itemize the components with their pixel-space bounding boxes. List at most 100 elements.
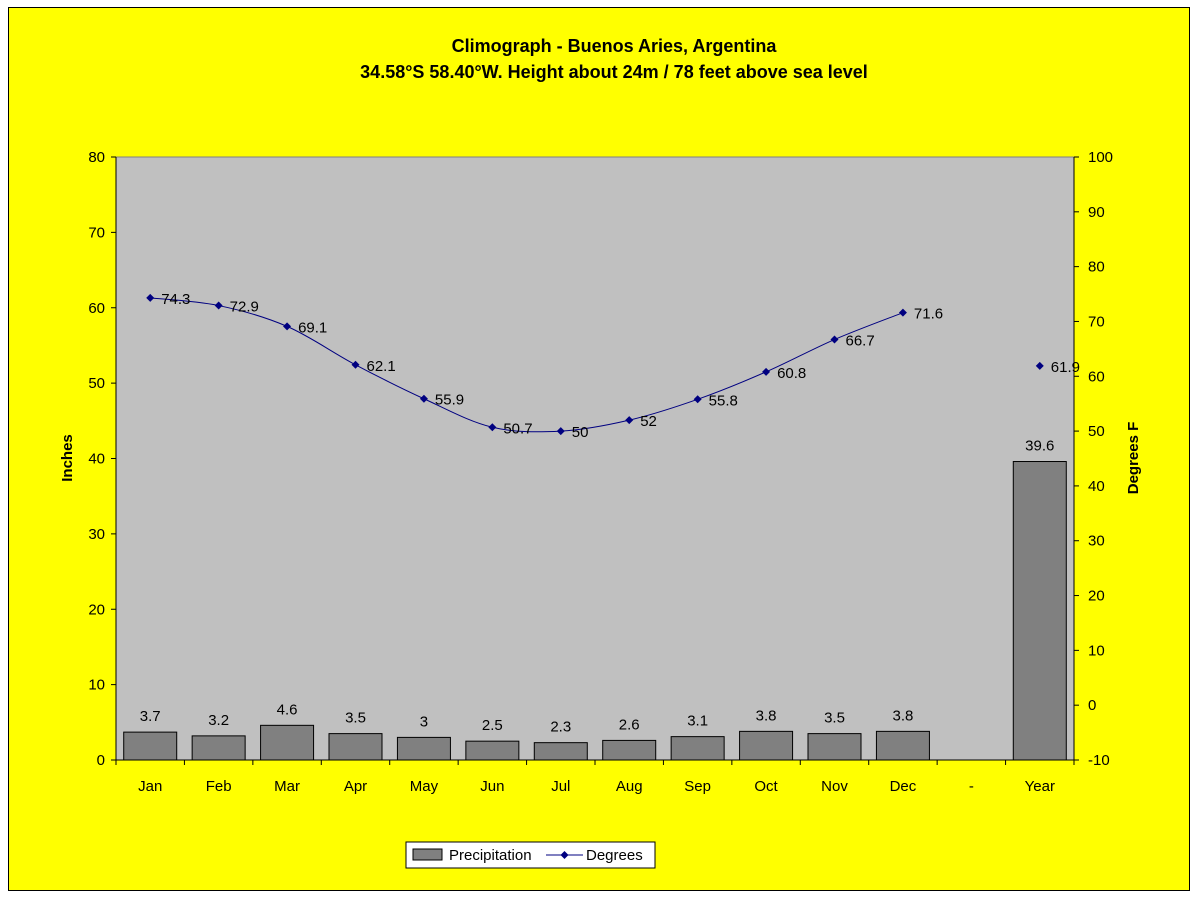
chart-title: Climograph - Buenos Aries, Argentina <box>452 36 778 56</box>
y-tick-label: 0 <box>97 752 105 769</box>
y2-tick-label: 50 <box>1088 423 1105 440</box>
x-tick-label: Jul <box>551 778 570 795</box>
precipitation-bar <box>1012 461 1067 761</box>
y2-tick-label: -10 <box>1088 752 1110 769</box>
precipitation-bar <box>670 736 725 761</box>
precipitation-data-label: 3.2 <box>208 712 229 729</box>
chart-subtitle: 34.58°S 58.40°W. Height about 24m / 78 f… <box>360 62 868 82</box>
y-tick-label: 30 <box>88 526 105 543</box>
x-tick-label: Jun <box>480 778 504 795</box>
precipitation-bar <box>533 742 588 761</box>
precipitation-data-label: 3.5 <box>345 710 366 727</box>
degrees-marker <box>283 322 292 331</box>
x-tick-label: May <box>410 778 439 795</box>
precipitation-bar <box>465 740 520 761</box>
degrees-marker <box>1035 361 1044 370</box>
degrees-marker <box>488 423 497 432</box>
degrees-marker <box>625 416 634 425</box>
x-tick-label: Year <box>1025 778 1055 795</box>
y-tick-label: 80 <box>88 149 105 166</box>
degrees-marker <box>693 395 702 404</box>
degrees-marker <box>556 427 565 436</box>
precipitation-bar <box>739 730 794 761</box>
precipitation-data-label: 3.8 <box>892 707 913 724</box>
y2-tick-label: 60 <box>1088 368 1105 385</box>
precipitation-data-label: 3 <box>420 713 428 730</box>
precipitation-data-label: 3.8 <box>756 707 777 724</box>
degrees-data-label: 55.8 <box>709 392 738 409</box>
precipitation-bars: 3.7 3.2 4.6 3.5 3 2.5 2.3 2.6 3.1 3.8 3.5 3.8 39.6 <box>123 438 1067 761</box>
y2-tick-label: 0 <box>1088 697 1096 714</box>
y-tick-label: 40 <box>88 451 105 468</box>
precipitation-bar <box>396 736 451 761</box>
degrees-marker <box>830 335 839 344</box>
degrees-marker <box>898 308 907 317</box>
precipitation-bar <box>807 733 862 761</box>
y2-tick-label: 20 <box>1088 588 1105 605</box>
degrees-data-label: 50.7 <box>503 420 532 437</box>
precipitation-data-label: 2.6 <box>619 716 640 733</box>
y-tick-label: 10 <box>88 677 105 694</box>
degrees-data-label: 60.8 <box>777 365 806 382</box>
x-tick-label: Oct <box>754 778 778 795</box>
y-tick-label: 50 <box>88 375 105 392</box>
degrees-data-label: 69.1 <box>298 319 327 336</box>
degrees-data-label: 72.9 <box>230 299 259 316</box>
legend-box <box>405 841 656 869</box>
x-tick-label: Apr <box>344 778 367 795</box>
precipitation-bar <box>875 730 930 761</box>
degrees-data-label: 71.6 <box>914 306 943 323</box>
degrees-marker <box>214 301 223 310</box>
x-tick-label: Sep <box>684 778 711 795</box>
legend-precipitation-label: Precipitation <box>449 847 532 864</box>
degrees-data-label: 62.1 <box>367 358 396 375</box>
y2-tick-label: 100 <box>1088 149 1113 166</box>
x-tick-label: Aug <box>616 778 643 795</box>
axes: 0 10 20 30 40 50 60 70 80 -10 0 10 20 30 40 50 60 70 80 90 1… <box>88 149 1113 795</box>
y2-tick-label: 10 <box>1088 642 1105 659</box>
degrees-line-path <box>150 297 904 433</box>
degrees-marker <box>419 394 428 403</box>
precipitation-data-label: 4.6 <box>277 701 298 718</box>
y2-axis-title: Degrees F <box>1125 422 1142 495</box>
precipitation-data-label: 2.3 <box>550 719 571 736</box>
y2-tick-label: 90 <box>1088 204 1105 221</box>
plot-area <box>115 156 1075 761</box>
degrees-data-label: 61.9 <box>1051 359 1080 376</box>
precipitation-data-label: 3.1 <box>687 713 708 730</box>
y-tick-label: 60 <box>88 300 105 317</box>
precipitation-bar <box>602 739 657 761</box>
x-tick-label: Mar <box>274 778 300 795</box>
precipitation-data-label: 3.5 <box>824 710 845 727</box>
legend-degrees-label: Degrees <box>586 847 643 864</box>
y2-tick-label: 30 <box>1088 533 1105 550</box>
degrees-data-label: 55.9 <box>435 392 464 409</box>
degrees-marker <box>762 367 771 376</box>
degrees-data-label: 74.3 <box>161 291 190 308</box>
degrees-line: 74.3 72.9 69.1 62.1 55.9 50.7 50 52 55.8 60.8 66.7… <box>146 291 1080 441</box>
precipitation-data-label: 39.6 <box>1025 438 1054 455</box>
precipitation-bar <box>260 724 315 761</box>
y2-tick-label: 80 <box>1088 259 1105 276</box>
x-tick-label: Nov <box>821 778 848 795</box>
x-tick-label: - <box>969 778 974 795</box>
y2-tick-label: 40 <box>1088 478 1105 495</box>
degrees-data-label: 52 <box>640 413 657 430</box>
y2-tick-label: 70 <box>1088 313 1105 330</box>
legend-degrees-marker <box>560 851 569 859</box>
legend-precipitation-swatch <box>412 848 443 861</box>
degrees-marker <box>351 360 360 369</box>
degrees-data-label: 50 <box>572 424 589 441</box>
y-axis-title: Inches <box>59 434 76 482</box>
precipitation-data-label: 2.5 <box>482 717 503 734</box>
precipitation-data-label: 3.7 <box>140 708 161 725</box>
x-tick-label: Feb <box>206 778 232 795</box>
legend: Precipitation Degrees <box>405 841 656 869</box>
precipitation-bar <box>191 735 246 761</box>
x-tick-label: Dec <box>890 778 917 795</box>
degrees-data-label: 66.7 <box>846 333 875 350</box>
y-tick-label: 70 <box>88 224 105 241</box>
degrees-marker <box>146 293 155 302</box>
x-tick-label: Jan <box>138 778 162 795</box>
